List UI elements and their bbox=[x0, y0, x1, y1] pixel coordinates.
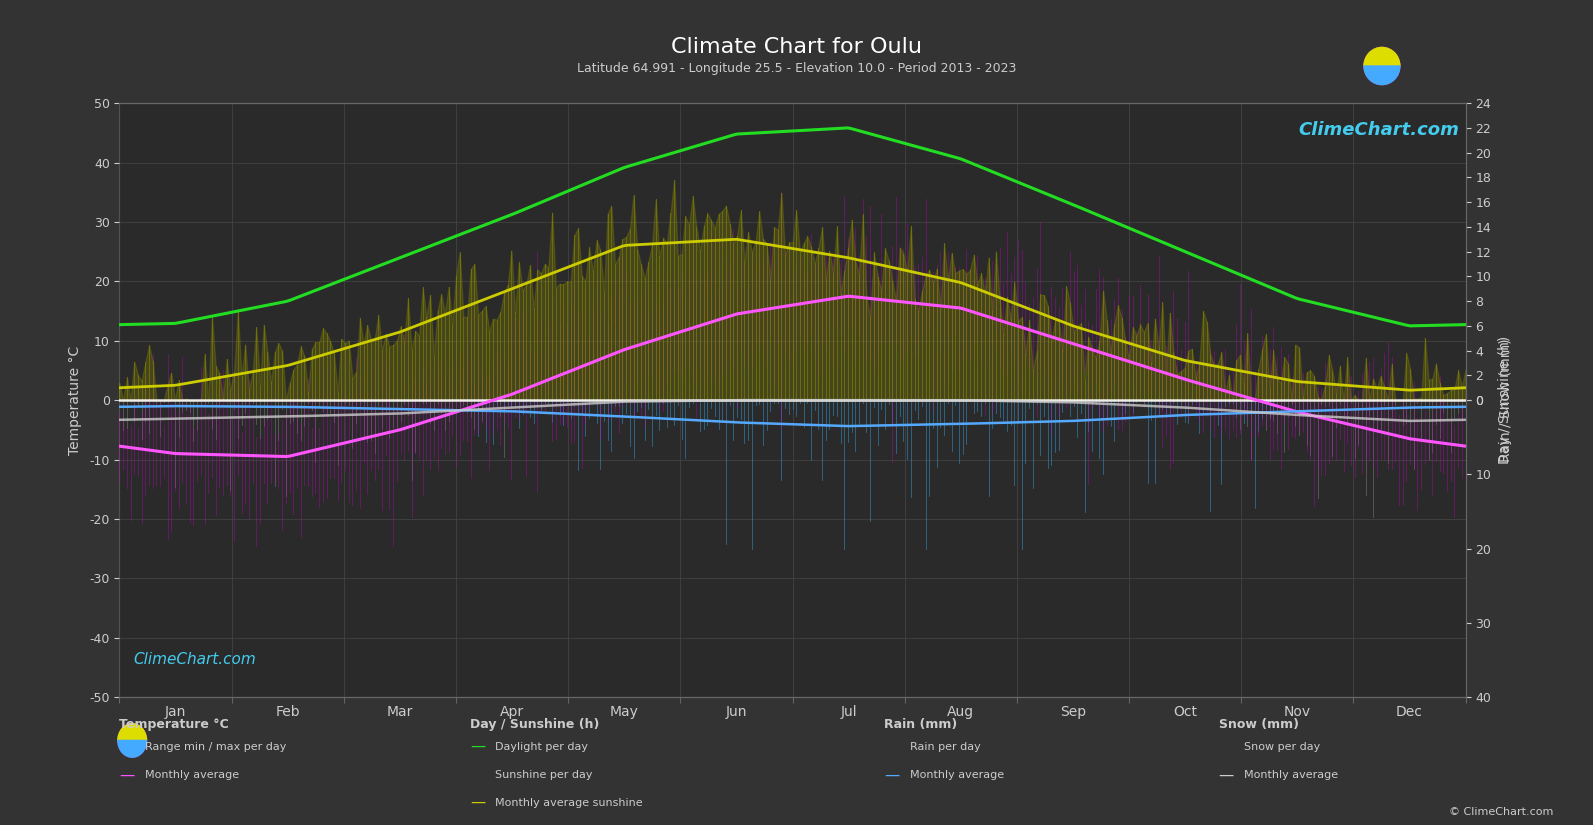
Text: —: — bbox=[119, 768, 135, 783]
Text: Rain (mm): Rain (mm) bbox=[884, 718, 957, 731]
Text: —: — bbox=[1219, 768, 1235, 783]
Text: Monthly average: Monthly average bbox=[1244, 771, 1338, 780]
Text: Monthly average: Monthly average bbox=[145, 771, 239, 780]
Text: Snow (mm): Snow (mm) bbox=[1219, 718, 1298, 731]
Text: Monthly average sunshine: Monthly average sunshine bbox=[495, 798, 644, 808]
Text: © ClimeChart.com: © ClimeChart.com bbox=[1448, 807, 1553, 817]
Text: Daylight per day: Daylight per day bbox=[495, 742, 588, 752]
Y-axis label: Rain / Snow (mm): Rain / Snow (mm) bbox=[1497, 338, 1512, 462]
Text: ClimeChart.com: ClimeChart.com bbox=[1298, 121, 1459, 139]
Text: Climate Chart for Oulu: Climate Chart for Oulu bbox=[671, 37, 922, 57]
Circle shape bbox=[1364, 47, 1400, 85]
Wedge shape bbox=[1364, 47, 1400, 66]
Text: Range min / max per day: Range min / max per day bbox=[145, 742, 287, 752]
Text: Monthly average: Monthly average bbox=[910, 771, 1004, 780]
Y-axis label: Day / Sunshine (h): Day / Sunshine (h) bbox=[1497, 336, 1512, 464]
Text: ClimeChart.com: ClimeChart.com bbox=[132, 653, 256, 667]
Wedge shape bbox=[118, 741, 147, 757]
Text: Rain per day: Rain per day bbox=[910, 742, 980, 752]
Wedge shape bbox=[118, 724, 147, 741]
Text: Day / Sunshine (h): Day / Sunshine (h) bbox=[470, 718, 599, 731]
Text: Sunshine per day: Sunshine per day bbox=[495, 771, 593, 780]
Text: Temperature °C: Temperature °C bbox=[119, 718, 229, 731]
Text: Snow per day: Snow per day bbox=[1244, 742, 1321, 752]
Wedge shape bbox=[1364, 66, 1400, 85]
Text: —: — bbox=[470, 795, 486, 810]
Text: Latitude 64.991 - Longitude 25.5 - Elevation 10.0 - Period 2013 - 2023: Latitude 64.991 - Longitude 25.5 - Eleva… bbox=[577, 62, 1016, 75]
Text: —: — bbox=[884, 768, 900, 783]
Circle shape bbox=[118, 724, 147, 757]
Text: —: — bbox=[470, 739, 486, 754]
Y-axis label: Temperature °C: Temperature °C bbox=[68, 346, 83, 455]
